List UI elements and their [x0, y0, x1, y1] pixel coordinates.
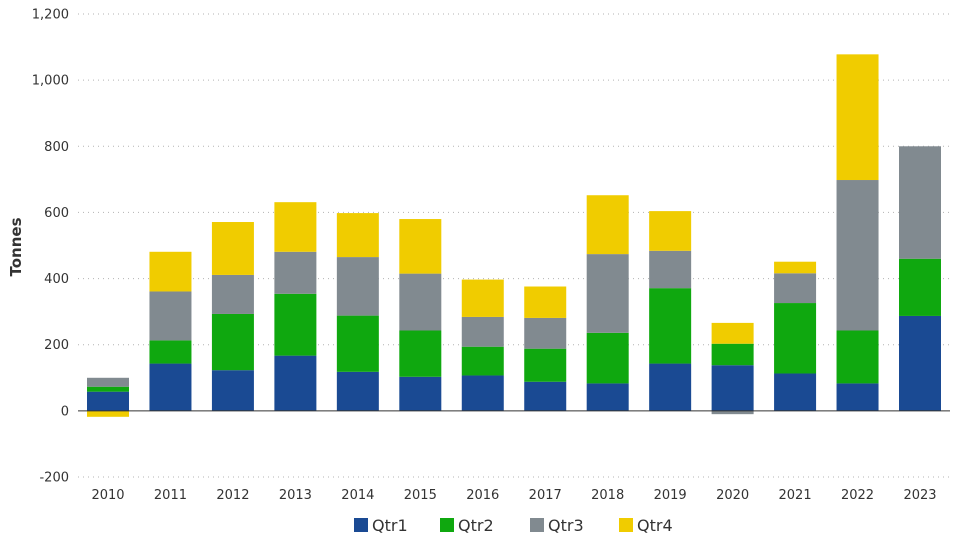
bar-qtr3-2012 — [211, 274, 254, 314]
x-tick-label: 2016 — [466, 488, 499, 503]
bar-qtr4-2015 — [399, 219, 442, 274]
bar-qtr1-2023 — [899, 315, 941, 411]
bar-qtr2-2018 — [586, 332, 629, 384]
legend-label: Qtr4 — [637, 516, 673, 535]
bar-qtr3-2015 — [399, 273, 442, 331]
y-axis-title: Tonnes — [7, 217, 25, 276]
bar-qtr2-2012 — [211, 313, 254, 371]
legend-label: Qtr2 — [458, 516, 494, 535]
bar-qtr2-2010 — [87, 386, 129, 392]
x-tick-label: 2020 — [716, 488, 749, 503]
x-tick-label: 2017 — [529, 488, 562, 503]
bar-qtr4-2011 — [149, 251, 192, 292]
bar-qtr3-2014 — [336, 257, 379, 316]
bar-qtr1-2017 — [524, 381, 567, 411]
bar-qtr3-2016 — [461, 316, 504, 347]
bar-qtr1-2020 — [711, 365, 754, 411]
gridlines — [78, 13, 950, 478]
legend: Qtr1 Qtr2 Qtr3 Qtr4 — [354, 516, 673, 535]
bar-qtr3-2018 — [586, 254, 629, 333]
bar-qtr1-2019 — [649, 363, 692, 411]
bar-qtr2-2014 — [336, 315, 379, 372]
legend-swatch — [354, 518, 368, 532]
x-tick-label: 2021 — [779, 488, 812, 503]
x-tick-label: 2014 — [341, 488, 374, 503]
legend-swatch — [619, 518, 633, 532]
bar-qtr2-2021 — [774, 303, 817, 374]
x-axis-tick-labels: 2010 2011 2012 2013 2014 2015 2016 2017 2018 2019… — [91, 488, 936, 503]
bar-qtr2-2019 — [649, 288, 692, 364]
bar-qtr4-2010 — [87, 410, 129, 417]
bar-qtr3-2017 — [524, 317, 567, 349]
bar-qtr4-2017 — [524, 286, 567, 318]
bar-qtr1-2022 — [836, 383, 879, 411]
bar-qtr4-2018 — [586, 195, 629, 255]
x-tick-label: 2019 — [654, 488, 687, 503]
bar-qtr3-2013 — [274, 251, 317, 294]
bar-qtr1-2010 — [87, 391, 129, 411]
bar-qtr3-2019 — [649, 250, 692, 289]
y-tick-label: 400 — [44, 272, 69, 287]
x-tick-label: 2011 — [154, 488, 187, 503]
legend-swatch — [530, 518, 544, 532]
bar-qtr2-2015 — [399, 330, 442, 377]
bar-qtr1-2016 — [461, 375, 504, 411]
y-tick-label: 0 — [61, 404, 69, 419]
bar-qtr2-2020 — [711, 343, 754, 366]
bar-qtr1-2011 — [149, 363, 192, 411]
bar-qtr1-2012 — [211, 370, 254, 411]
bar-qtr4-2016 — [461, 279, 504, 317]
bar-qtr1-2015 — [399, 376, 442, 411]
legend-label: Qtr1 — [372, 516, 408, 535]
bar-qtr2-2016 — [461, 346, 504, 376]
legend-item-qtr2[interactable]: Qtr2 — [440, 516, 494, 535]
bar-qtr2-2017 — [524, 348, 567, 382]
bar-qtr4-2012 — [211, 222, 254, 275]
bar-qtr1-2013 — [274, 355, 317, 411]
legend-label: Qtr3 — [548, 516, 584, 535]
bar-qtr1-2018 — [586, 383, 629, 411]
y-tick-label: 1,000 — [32, 74, 69, 89]
bar-qtr4-2020 — [711, 322, 754, 344]
bar-qtr4-2022 — [836, 54, 879, 181]
bar-qtr3-2020 — [711, 410, 754, 415]
bar-qtr1-2014 — [336, 371, 379, 411]
bar-qtr2-2011 — [149, 340, 192, 364]
legend-item-qtr1[interactable]: Qtr1 — [354, 516, 408, 535]
x-tick-label: 2013 — [279, 488, 312, 503]
bar-qtr4-2014 — [336, 213, 379, 258]
x-tick-label: 2015 — [404, 488, 437, 503]
y-tick-label: 200 — [44, 338, 69, 353]
bar-qtr3-2011 — [149, 291, 192, 341]
bar-qtr4-2013 — [274, 202, 317, 252]
bar-qtr2-2023 — [899, 258, 941, 316]
bar-qtr3-2023 — [899, 146, 941, 259]
legend-item-qtr3[interactable]: Qtr3 — [530, 516, 584, 535]
bar-qtr2-2013 — [274, 293, 317, 356]
x-tick-label: 2022 — [841, 488, 874, 503]
bar-qtr4-2021 — [774, 261, 817, 274]
x-tick-label: 2023 — [903, 488, 936, 503]
x-tick-label: 2010 — [91, 488, 124, 503]
y-tick-label: 1,200 — [32, 8, 69, 23]
legend-item-qtr4[interactable]: Qtr4 — [619, 516, 673, 535]
bar-qtr3-2022 — [836, 180, 879, 331]
bar-qtr3-2010 — [87, 377, 129, 387]
y-axis-tick-labels: -200 0 200 400 600 800 1,000 1,200 — [32, 8, 69, 486]
bar-qtr2-2022 — [836, 330, 879, 384]
bar-qtr3-2021 — [774, 273, 817, 304]
bar-qtr4-2019 — [649, 211, 692, 251]
y-tick-label: -200 — [39, 471, 69, 486]
bar-qtr1-2021 — [774, 373, 817, 411]
y-tick-label: 600 — [44, 206, 69, 221]
legend-swatch — [440, 518, 454, 532]
y-tick-label: 800 — [44, 140, 69, 155]
x-tick-label: 2012 — [216, 488, 249, 503]
bars — [87, 54, 941, 417]
x-tick-label: 2018 — [591, 488, 624, 503]
